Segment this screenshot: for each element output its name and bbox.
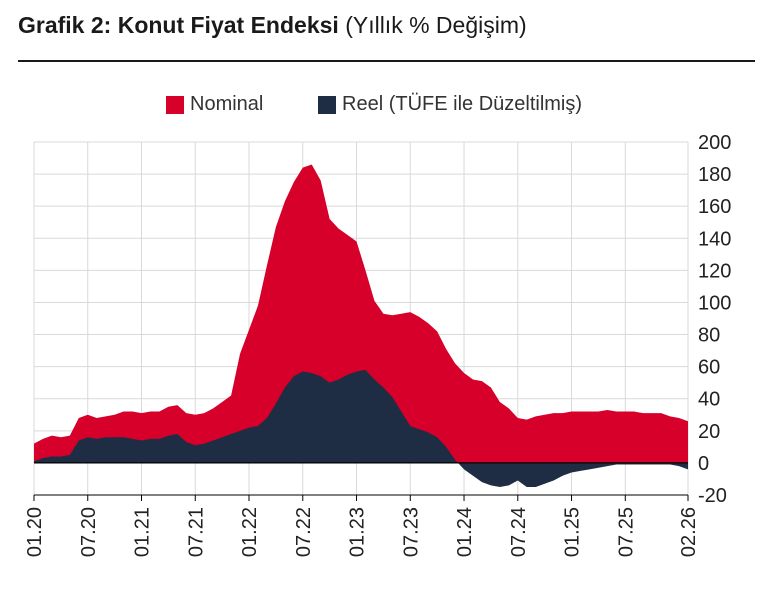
y-tick-label: 0 (698, 453, 709, 475)
y-tick-label: 160 (698, 196, 731, 218)
y-tick-label: 200 (698, 132, 731, 154)
y-tick-label: 80 (698, 325, 720, 347)
x-tick-label: 07.21 (185, 507, 207, 557)
x-tick-label: 02.26 (678, 507, 700, 557)
x-tick-label: 01.24 (454, 507, 476, 557)
x-tick-label: 07.25 (615, 507, 637, 557)
x-tick-label: 01.25 (562, 507, 584, 557)
chart-legend: Nominal Reel (TÜFE ile Düzeltilmiş) (0, 93, 773, 119)
series-area-nominal (34, 164, 688, 463)
x-tick-label: 01.22 (239, 507, 261, 557)
y-tick-label: 40 (698, 389, 720, 411)
y-tick-label: 180 (698, 164, 731, 186)
chart-title-main: Grafik 2: Konut Fiyat Endeksi (18, 12, 339, 38)
y-tick-label: 120 (698, 260, 731, 282)
y-tick-label: 60 (698, 357, 720, 379)
legend-item-nominal: Nominal (166, 93, 263, 116)
y-tick-label: -20 (698, 485, 727, 507)
series-area-real (34, 369, 688, 487)
x-tick-label: 01.23 (347, 507, 369, 557)
x-tick-label: 01.20 (24, 507, 46, 557)
x-tick-label: 01.21 (132, 507, 154, 557)
legend-swatch-nominal (166, 95, 184, 114)
legend-item-real: Reel (TÜFE ile Düzeltilmiş) (318, 93, 582, 116)
chart-title: Grafik 2: Konut Fiyat Endeksi (Yıllık % … (18, 12, 527, 39)
legend-label-nominal: Nominal (190, 93, 264, 115)
x-tick-label: 07.22 (293, 507, 315, 557)
y-tick-label: 20 (698, 421, 720, 443)
legend-label-real: Reel (TÜFE ile Düzeltilmiş) (342, 93, 583, 115)
chart-title-unit: (Yıllık % Değişim) (345, 12, 527, 38)
x-tick-label: 07.20 (78, 507, 100, 557)
y-tick-label: 140 (698, 228, 731, 250)
title-divider (18, 60, 755, 62)
y-tick-label: 100 (698, 292, 731, 314)
legend-swatch-real (318, 95, 336, 114)
x-tick-label: 07.23 (400, 507, 422, 557)
x-tick-label: 07.24 (508, 507, 530, 557)
